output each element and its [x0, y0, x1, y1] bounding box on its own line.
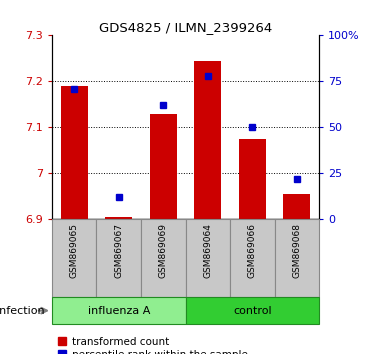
Text: infection: infection — [0, 306, 45, 316]
Bar — [230, 219, 275, 297]
Legend: transformed count, percentile rank within the sample: transformed count, percentile rank withi… — [54, 333, 252, 354]
Bar — [141, 219, 186, 297]
Bar — [105, 217, 132, 219]
Bar — [186, 297, 319, 324]
Text: control: control — [233, 306, 272, 316]
Text: influenza A: influenza A — [88, 306, 150, 316]
Text: GSM869067: GSM869067 — [114, 223, 123, 278]
Bar — [283, 194, 310, 219]
Text: GSM869066: GSM869066 — [248, 223, 257, 278]
Bar — [52, 297, 186, 324]
Bar — [186, 219, 230, 297]
Bar — [61, 86, 88, 219]
Text: GSM869064: GSM869064 — [203, 223, 212, 278]
Bar — [194, 61, 221, 219]
Text: GSM869068: GSM869068 — [292, 223, 301, 278]
Text: GSM869069: GSM869069 — [159, 223, 168, 278]
Bar — [239, 139, 266, 219]
Bar — [150, 114, 177, 219]
Bar — [52, 219, 96, 297]
Bar — [96, 219, 141, 297]
Title: GDS4825 / ILMN_2399264: GDS4825 / ILMN_2399264 — [99, 21, 272, 34]
Text: GSM869065: GSM869065 — [70, 223, 79, 278]
Bar — [275, 219, 319, 297]
